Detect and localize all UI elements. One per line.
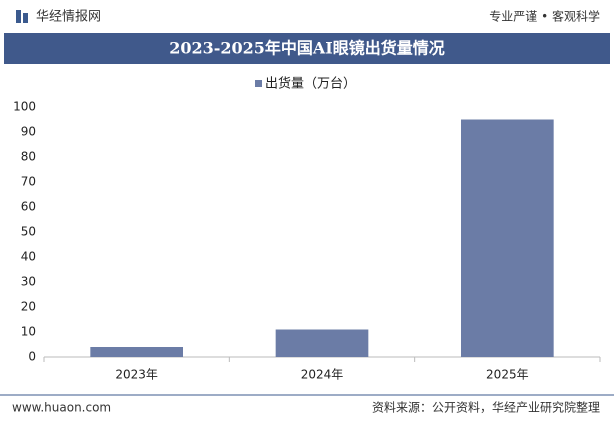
bar [90,347,183,357]
y-tick-label: 20 [21,300,36,314]
y-tick-label: 90 [21,125,36,139]
y-tick-label: 0 [28,350,36,364]
y-tick-label: 40 [21,250,36,264]
y-tick-label: 100 [13,100,36,114]
logo-bar [16,10,21,23]
website: www.huaon.com [12,401,111,415]
title-bar [4,33,610,64]
logo-bar [23,13,28,23]
y-tick-label: 10 [21,325,36,339]
y-tick-label: 80 [21,150,36,164]
y-tick-label: 50 [21,225,36,239]
source: 资料来源：公开资料，华经产业研究院整理 [372,400,600,415]
bar [275,329,369,357]
y-tick-label: 30 [21,275,36,289]
x-tick-label: 2023年 [115,368,158,382]
bar [461,119,554,357]
slogan: 专业严谨 • 客观科学 [489,9,600,24]
legend-label: 出货量（万台） [265,76,356,92]
y-tick-label: 70 [21,175,36,189]
chart-title: 2023-2025年中国AI眼镜出货量情况 [169,39,445,58]
x-tick-label: 2025年 [486,368,529,382]
x-tick-label: 2024年 [301,368,344,382]
legend-swatch [255,80,262,87]
brand: 华经情报网 [36,10,101,25]
y-tick-label: 60 [21,200,36,214]
